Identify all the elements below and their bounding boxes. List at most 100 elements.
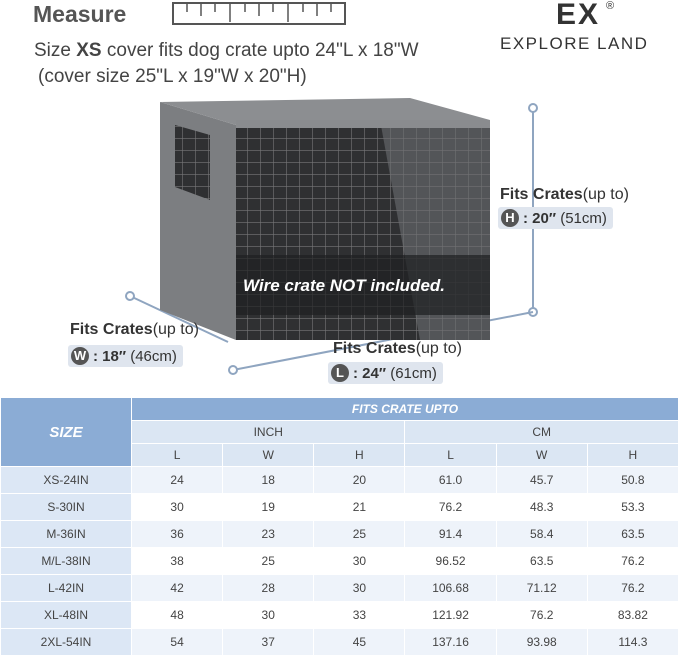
dim-heading-main: Fits Crates <box>70 321 153 338</box>
table-cell: 30 <box>130 493 224 521</box>
column-header: L <box>130 443 224 467</box>
table-cell: 21 <box>313 493 406 521</box>
dim-heading-main: Fits Crates <box>333 340 416 357</box>
dim-heading: Fits Crates(up to) <box>70 321 199 339</box>
size-cell: XS-24IN <box>0 466 132 494</box>
table-cell: 91.4 <box>404 520 497 548</box>
crate-illustration <box>125 98 538 375</box>
table-cell: 48 <box>130 601 224 629</box>
unit-header: CM <box>404 420 679 444</box>
table-row: XS-24IN 24 18 20 61.0 45.7 50.8 <box>0 466 679 494</box>
table-cell: 30 <box>313 547 406 575</box>
dim-box: L: 24″ (61cm) <box>328 362 443 384</box>
table-row: M-36IN 36 23 25 91.4 58.4 63.5 <box>0 520 679 548</box>
dim-heading: Fits Crates(up to) <box>500 186 629 204</box>
table-cell: 63.5 <box>495 547 588 575</box>
table-cell: 50.8 <box>586 466 679 494</box>
dim-box: H: 20″ (51cm) <box>498 207 613 229</box>
table-cell: 45 <box>313 628 406 656</box>
brand-registered: ® <box>606 0 615 12</box>
size-header: SIZE <box>0 397 132 467</box>
caption: Wire crate NOT included. <box>243 276 445 295</box>
table-cell: 25 <box>222 547 315 575</box>
table-cell: 45.7 <box>495 466 588 494</box>
table-cell: 63.5 <box>586 520 679 548</box>
subtitle-prefix: Size <box>34 40 77 61</box>
subtitle-line2: (cover size 25"L x 19"W x 20"H) <box>38 66 307 87</box>
table-cell: 48.3 <box>495 493 588 521</box>
brand-mark: EX <box>556 0 601 31</box>
brand-name: EXPLORE LAND <box>500 34 649 53</box>
table-cell: 33 <box>313 601 406 629</box>
dim-value: : 24″ <box>353 364 387 382</box>
table-cell: 38 <box>130 547 224 575</box>
dim-letter: L <box>331 364 349 382</box>
table-row: XL-48IN 48 30 33 121.92 76.2 83.82 <box>0 601 679 629</box>
dim-metric: (46cm) <box>130 347 177 365</box>
table-cell: 24 <box>130 466 224 494</box>
dim-heading-note: (up to) <box>152 321 199 338</box>
subtitle-suffix: cover fits dog crate upto 24"L x 18"W <box>101 40 419 61</box>
dim-letter: H <box>501 209 519 227</box>
table-cell: 53.3 <box>586 493 679 521</box>
table-cell: 96.52 <box>404 547 497 575</box>
table-cell: 30 <box>222 601 315 629</box>
table-cell: 20 <box>313 466 406 494</box>
title: Measure <box>33 1 127 27</box>
table-cell: 30 <box>313 574 406 602</box>
subtitle-size: XS <box>76 40 102 61</box>
dim-value: : 20″ <box>523 209 557 227</box>
table-row: 2XL-54IN 54 37 45 137.16 93.98 114.3 <box>0 628 679 656</box>
size-cell: M/L-38IN <box>0 547 132 575</box>
table-cell: 36 <box>130 520 224 548</box>
table-cell: 83.82 <box>586 601 679 629</box>
column-header: H <box>586 443 679 467</box>
table-cell: 137.16 <box>404 628 497 656</box>
dim-box: W: 18″ (46cm) <box>68 345 183 367</box>
dim-letter: W <box>71 347 89 365</box>
table-cell: 18 <box>222 466 315 494</box>
table-cell: 76.2 <box>586 574 679 602</box>
ruler-icon <box>172 2 346 25</box>
table-row: L-42IN 42 28 30 106.68 71.12 76.2 <box>0 574 679 602</box>
table-cell: 121.92 <box>404 601 497 629</box>
table-cell: 76.2 <box>404 493 497 521</box>
table-cell: 25 <box>313 520 406 548</box>
table-cell: 93.98 <box>495 628 588 656</box>
size-cell: XL-48IN <box>0 601 132 629</box>
table-cell: 76.2 <box>586 547 679 575</box>
group-header: FITS CRATE UPTO <box>131 397 679 421</box>
table-cell: 71.12 <box>495 574 588 602</box>
dim-metric: (51cm) <box>560 209 607 227</box>
size-cell: L-42IN <box>0 574 132 602</box>
table-cell: 23 <box>222 520 315 548</box>
size-cell: M-36IN <box>0 520 132 548</box>
column-header: W <box>495 443 588 467</box>
table-cell: 76.2 <box>495 601 588 629</box>
size-cell: 2XL-54IN <box>0 628 132 656</box>
table-row: M/L-38IN 38 25 30 96.52 63.5 76.2 <box>0 547 679 575</box>
table-row: S-30IN 30 19 21 76.2 48.3 53.3 <box>0 493 679 521</box>
dim-heading: Fits Crates(up to) <box>333 340 462 358</box>
column-header: L <box>404 443 497 467</box>
table-cell: 106.68 <box>404 574 497 602</box>
table-cell: 58.4 <box>495 520 588 548</box>
unit-header: INCH <box>130 420 406 444</box>
subtitle: Size XS cover fits dog crate upto 24"L x… <box>34 40 419 62</box>
column-header: W <box>222 443 315 467</box>
table-cell: 19 <box>222 493 315 521</box>
dim-value: : 18″ <box>93 347 127 365</box>
table-cell: 54 <box>130 628 224 656</box>
dim-heading-note: (up to) <box>582 186 629 203</box>
table-cell: 114.3 <box>586 628 679 656</box>
dim-heading-note: (up to) <box>415 340 462 357</box>
column-header: H <box>313 443 406 467</box>
dim-metric: (61cm) <box>390 364 437 382</box>
dim-heading-main: Fits Crates <box>500 186 583 203</box>
table-cell: 61.0 <box>404 466 497 494</box>
table-cell: 37 <box>222 628 315 656</box>
size-cell: S-30IN <box>0 493 132 521</box>
table-cell: 28 <box>222 574 315 602</box>
